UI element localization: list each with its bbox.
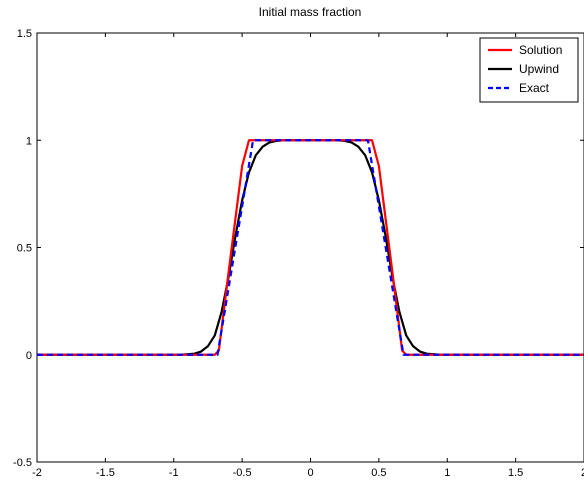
x-tick-label: 0.5 bbox=[371, 467, 386, 479]
x-tick-label: 0 bbox=[307, 467, 313, 479]
y-tick-label: 1 bbox=[26, 135, 32, 147]
x-tick-label: -0.5 bbox=[233, 467, 252, 479]
legend: Solution Upwind Exact bbox=[479, 37, 579, 103]
y-tick-label: 0.5 bbox=[17, 243, 32, 255]
x-tick-label: 1 bbox=[444, 467, 450, 479]
chart-title: Initial mass fraction bbox=[259, 5, 362, 19]
x-tick-label: 1.5 bbox=[508, 467, 523, 479]
x-tick-label: 2 bbox=[581, 467, 584, 479]
series-layer bbox=[37, 139, 584, 356]
x-tick-label: -2 bbox=[32, 467, 42, 479]
x-tick-label: -1.5 bbox=[96, 467, 115, 479]
legend-label-exact: Exact bbox=[519, 81, 550, 95]
axes: -2 -1.5 -1 -0.5 0 0.5 1 1.5 2 -0.5 0 0.5 1 1.5 bbox=[13, 28, 584, 479]
plot-frame bbox=[36, 32, 584, 463]
legend-label-solution: Solution bbox=[519, 43, 562, 57]
x-tick-label: -1 bbox=[169, 467, 179, 479]
y-tick-label: 0 bbox=[26, 350, 32, 362]
y-tick-label: -0.5 bbox=[13, 457, 32, 469]
y-tick-label: 1.5 bbox=[17, 28, 32, 40]
series-line-exact bbox=[37, 139, 584, 356]
legend-label-upwind: Upwind bbox=[519, 62, 559, 76]
